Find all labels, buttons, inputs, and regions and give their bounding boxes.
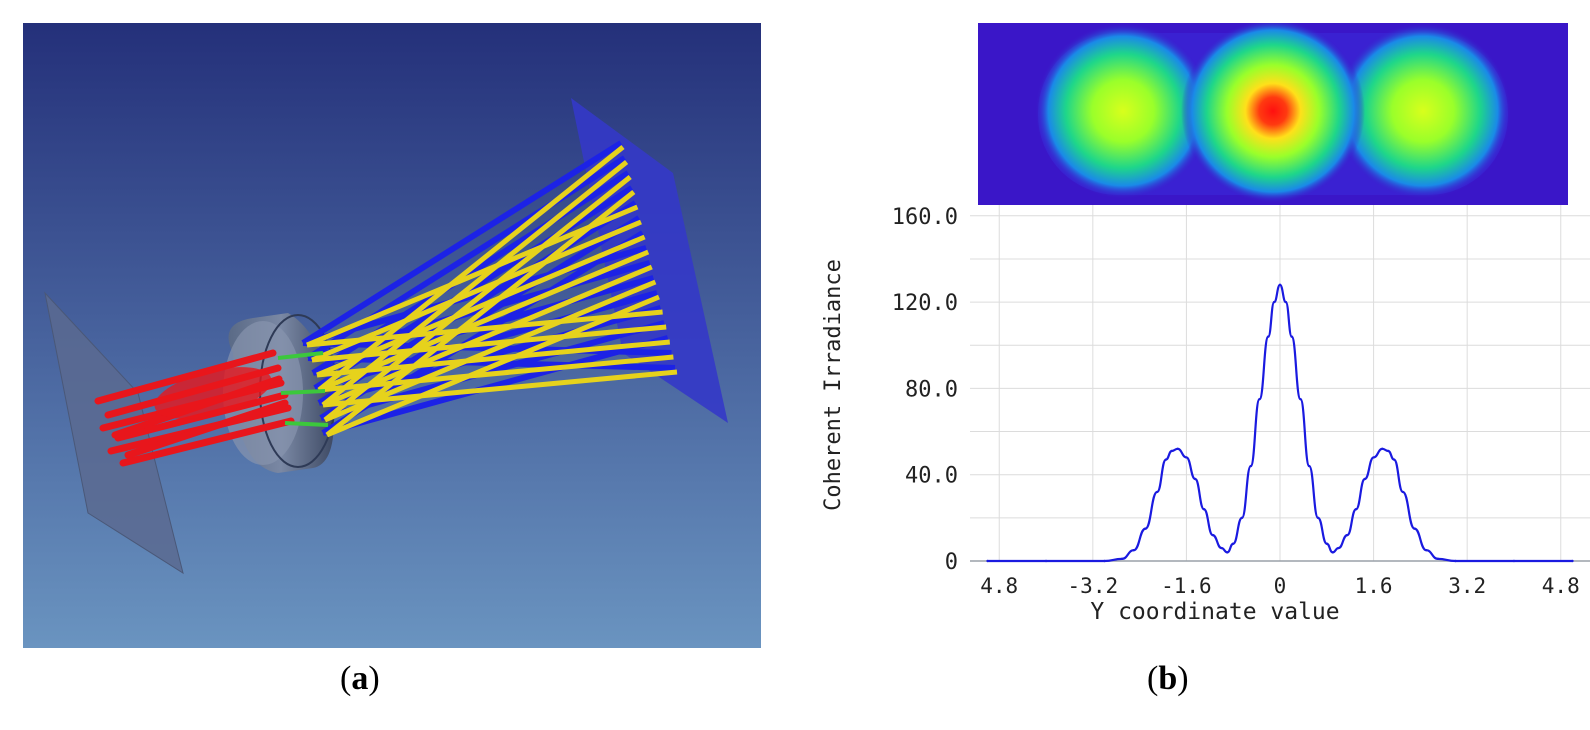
x-tick-label: 3.2 xyxy=(1448,574,1486,598)
curve-point xyxy=(1170,449,1173,453)
outgoing-ray-yellow xyxy=(317,145,625,392)
irradiance-chart: 0 40.0 80.0 120.0 160.0 4.8 -3.2 -1.6 0 1.6 3.2 4.… xyxy=(820,205,1590,655)
outgoing-ray-yellow xyxy=(324,279,657,423)
curve-point xyxy=(1155,490,1159,494)
x-tick-label: -1.6 xyxy=(1161,574,1212,598)
outgoing-ray-blue xyxy=(307,355,676,371)
chart-grid xyxy=(970,205,1590,562)
curve-point xyxy=(1120,557,1124,561)
y-tick-label: 120.0 xyxy=(892,291,958,316)
center-spot xyxy=(1181,23,1365,203)
curve-point xyxy=(1044,559,1048,563)
curve-point xyxy=(1202,508,1206,511)
curve-point xyxy=(1354,508,1358,511)
curve-point xyxy=(1267,335,1270,338)
lens-ray xyxy=(284,421,329,427)
curve-point xyxy=(1325,542,1328,545)
x-tick-label: -3.2 xyxy=(1068,574,1119,598)
y-tick-label: 160.0 xyxy=(892,205,958,230)
curve-point xyxy=(1211,533,1214,537)
caption-b: (b) xyxy=(1147,660,1189,697)
curve-point xyxy=(1413,527,1416,530)
heatmap-image xyxy=(978,23,1568,205)
irradiance-heatmap xyxy=(978,23,1568,205)
outgoing-ray-yellow xyxy=(322,264,653,408)
curve-point xyxy=(1220,546,1223,550)
y-tick-label: 80.0 xyxy=(905,377,958,402)
x-axis-ticks: 4.8 -3.2 -1.6 0 1.6 3.2 4.8 xyxy=(980,574,1579,598)
curve-point xyxy=(1284,300,1288,304)
outgoing-ray-yellow xyxy=(323,175,632,422)
curve-point xyxy=(1512,559,1516,563)
curve-point xyxy=(1372,456,1375,459)
incoming-ray xyxy=(124,399,289,459)
outgoing-ray-yellow xyxy=(311,324,667,363)
outgoing-ray-yellow xyxy=(306,309,663,348)
incoming-beam-core xyxy=(154,367,272,419)
curve-point xyxy=(1425,549,1428,552)
y-axis-ticks: 0 40.0 80.0 120.0 160.0 xyxy=(892,205,958,575)
side-spot-left xyxy=(1035,23,1211,199)
outgoing-ray-yellow xyxy=(318,354,674,393)
outgoing-ray-yellow xyxy=(318,249,650,393)
lens-ray xyxy=(280,389,326,395)
curve-point xyxy=(1249,464,1252,468)
curve-point xyxy=(1193,477,1197,481)
curve-point xyxy=(1387,449,1390,453)
curve-point xyxy=(1272,300,1276,304)
x-axis-label: Y coordinate value xyxy=(1090,599,1339,625)
x-tick-label: 0 xyxy=(1274,574,1287,598)
curve-point xyxy=(986,559,989,563)
outgoing-ray-yellow xyxy=(326,294,660,438)
outgoing-ray-blue xyxy=(301,140,623,346)
outgoing-ray-yellow xyxy=(316,339,671,378)
outgoing-ray-yellow xyxy=(322,369,678,408)
curve-point xyxy=(1363,477,1367,481)
detector-screen xyxy=(571,98,728,423)
curve-point xyxy=(1226,551,1229,554)
ray-trace-illustration xyxy=(23,23,761,648)
lens-ray xyxy=(277,351,324,360)
incoming-ray xyxy=(119,417,295,467)
curve-point xyxy=(1436,557,1440,561)
curve-point xyxy=(1164,458,1168,461)
curve-point xyxy=(1290,335,1293,338)
x-tick-label: 4.8 xyxy=(980,574,1018,598)
curve-point xyxy=(1258,397,1261,401)
curve-point xyxy=(1381,447,1384,451)
curve-point xyxy=(1331,551,1334,554)
y-tick-label: 0 xyxy=(945,550,958,575)
x-tick-label: 1.6 xyxy=(1355,574,1393,598)
curve-point xyxy=(1346,533,1349,537)
side-spot-right xyxy=(1335,23,1511,199)
x-tick-label: 4.8 xyxy=(1542,574,1580,598)
outgoing-ray-blue xyxy=(302,340,672,356)
curve-point xyxy=(1185,456,1188,459)
curve-point xyxy=(1337,546,1340,550)
ray-trace-scene xyxy=(23,23,761,648)
y-axis-label: Coherent Irradiance xyxy=(821,259,846,511)
curve-point xyxy=(1278,283,1282,287)
curve-point xyxy=(1103,559,1106,563)
caption-a: (a) xyxy=(340,660,380,697)
outgoing-ray-blue xyxy=(302,245,648,346)
curve-point xyxy=(1240,516,1244,520)
curve-point xyxy=(1571,559,1574,563)
curve-point xyxy=(1144,527,1147,530)
curve-point xyxy=(1232,542,1235,545)
curve-point xyxy=(1132,549,1135,552)
incoming-ray xyxy=(94,349,277,405)
y-tick-label: 40.0 xyxy=(905,464,958,489)
ray-bundle xyxy=(94,140,678,467)
curve-point xyxy=(1454,559,1457,563)
curve-point xyxy=(1308,464,1311,468)
curve-point xyxy=(1401,490,1405,494)
curve-points xyxy=(986,283,1574,563)
curve-point xyxy=(1299,397,1302,401)
curve-point xyxy=(1176,447,1179,451)
curve-point xyxy=(1316,516,1320,520)
outgoing-ray-yellow xyxy=(306,204,639,348)
curve-point xyxy=(1392,458,1396,461)
